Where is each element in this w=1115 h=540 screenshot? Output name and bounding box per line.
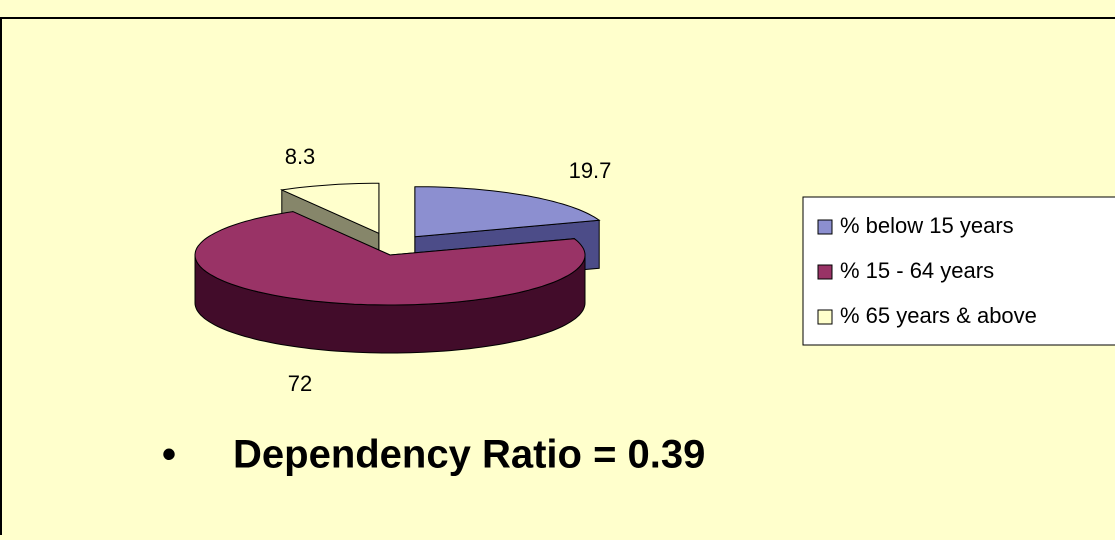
legend-swatch <box>817 309 833 325</box>
legend-label: % 65 years & above <box>840 303 1037 328</box>
slice <box>194 210 586 354</box>
slice-top <box>414 186 601 238</box>
legend-label: % 15 - 64 years <box>840 258 994 283</box>
data-label: 72 <box>288 371 312 396</box>
slice-top <box>194 211 586 306</box>
data-label: 8.3 <box>285 144 316 169</box>
legend-swatch <box>817 219 833 235</box>
legend-swatch <box>817 264 833 280</box>
bullet: • <box>162 433 176 477</box>
data-label: 19.7 <box>569 158 612 183</box>
legend-label: % below 15 years <box>840 213 1014 238</box>
annotation: Dependency Ratio = 0.39 <box>233 433 705 477</box>
legend-box <box>802 196 1115 346</box>
slice-top <box>279 182 380 235</box>
